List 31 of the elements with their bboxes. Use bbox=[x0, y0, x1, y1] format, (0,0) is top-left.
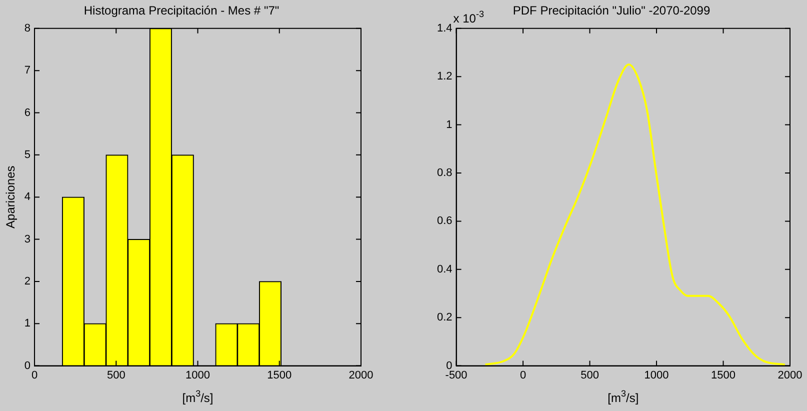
x-tick-label: 1500 bbox=[267, 369, 292, 382]
y-tick-label: 4 bbox=[24, 191, 31, 204]
x-tick-label: 1000 bbox=[644, 369, 669, 382]
y-tick-label: 6 bbox=[24, 106, 31, 119]
x-tick-label: 500 bbox=[580, 369, 599, 382]
y-tick-label: 5 bbox=[24, 148, 31, 161]
x-tick-label: -500 bbox=[445, 369, 468, 382]
y-tick-label: 0.4 bbox=[436, 263, 452, 276]
chart-title: PDF Precipitación "Julio" -2070-2099 bbox=[512, 4, 710, 18]
y-tick-label: 0 bbox=[446, 360, 452, 372]
x-tick-label: 1500 bbox=[711, 369, 736, 382]
chart-title: Histograma Precipitación - Mes # "7" bbox=[84, 4, 280, 18]
y-tick-label: 0.6 bbox=[436, 215, 452, 228]
y-tick-label: 0 bbox=[24, 360, 31, 372]
line-series bbox=[484, 64, 786, 366]
y-tick-label: 1.4 bbox=[436, 22, 452, 34]
y-tick-label: 3 bbox=[24, 233, 31, 246]
y-tick-label: 7 bbox=[24, 64, 31, 77]
x-tick-label: 2000 bbox=[348, 369, 374, 382]
x-tick-label: 1000 bbox=[186, 369, 210, 382]
y-tick-label: 8 bbox=[24, 22, 31, 34]
y-tick-label: 0.8 bbox=[436, 167, 452, 180]
y-axis-title: Apariciones bbox=[4, 166, 18, 228]
x-tick-label: 2000 bbox=[778, 369, 802, 382]
y-tick-label: 2 bbox=[24, 275, 31, 288]
y-tick-label: 1.2 bbox=[436, 70, 452, 83]
x-tick-label: 0 bbox=[520, 369, 526, 382]
y-tick-label: 1 bbox=[24, 318, 31, 330]
x-tick-label: 500 bbox=[106, 369, 126, 382]
y-tick-label: 1 bbox=[446, 118, 452, 131]
y-tick-label: 0.2 bbox=[436, 312, 452, 324]
